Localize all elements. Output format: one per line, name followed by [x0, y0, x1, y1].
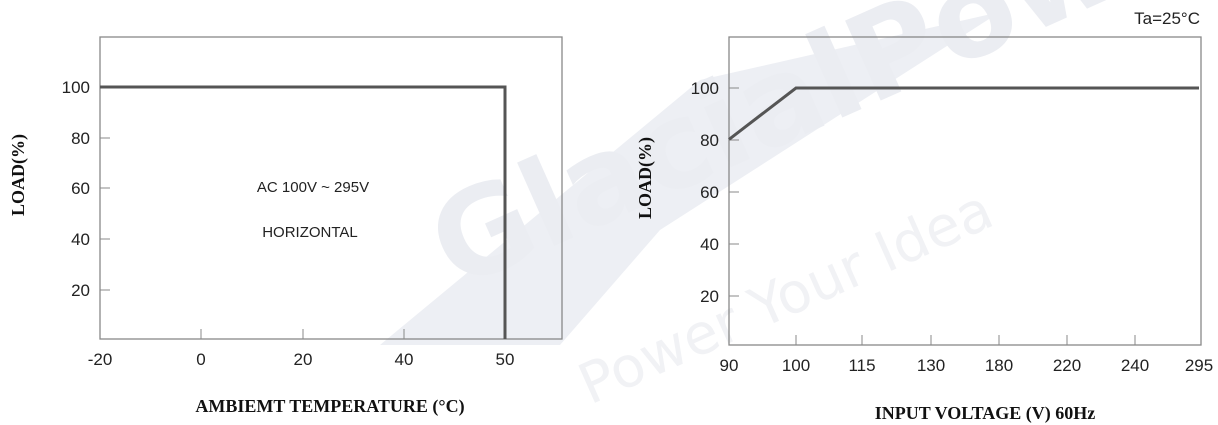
right-x-tick-label: 180: [985, 356, 1013, 375]
right-load-curve: [728, 86, 1199, 141]
left-y-axis: 20 40 60 80 100: [62, 78, 110, 300]
voltage-derating-chart: Ta=25°C 20 40 60 80 100 90 100 115 130 1: [635, 9, 1213, 424]
watermark-triangle-shape: [380, 12, 1000, 345]
left-x-tick-label: 40: [395, 350, 414, 369]
right-x-tick-label: 130: [917, 356, 945, 375]
right-x-axis-title: INPUT VOLTAGE (V) 60Hz: [875, 403, 1096, 424]
right-x-tick-label: 220: [1053, 356, 1081, 375]
right-x-tick-label: 90: [720, 356, 739, 375]
left-x-tick-label: -20: [88, 350, 113, 369]
left-x-tick-label: 0: [196, 350, 205, 369]
left-x-axis-title: AMBIEMT TEMPERATURE (°C): [195, 396, 464, 417]
right-y-tick-label: 60: [700, 183, 719, 202]
right-x-tick-label: 240: [1121, 356, 1149, 375]
ambient-condition-note: Ta=25°C: [1134, 9, 1200, 28]
right-x-tick-label: 295: [1185, 356, 1213, 375]
mounting-annotation: HORIZONTAL: [262, 224, 358, 241]
left-y-tick-label: 80: [71, 129, 90, 148]
left-y-tick-label: 40: [71, 230, 90, 249]
left-y-tick-label: 20: [71, 281, 90, 300]
left-x-tick-label: 50: [496, 350, 515, 369]
left-y-axis-title: LOAD(%): [8, 134, 29, 216]
right-y-axis: 20 40 60 80 100: [691, 79, 739, 306]
left-y-tick-label: 60: [71, 179, 90, 198]
left-load-curve: [100, 85, 507, 339]
right-y-tick-label: 40: [700, 235, 719, 254]
right-y-tick-label: 20: [700, 287, 719, 306]
temperature-derating-chart: 20 40 60 80 100 -20 0 20 40 50 AC 100V ~…: [8, 36, 563, 417]
right-y-axis-title: LOAD(%): [635, 137, 656, 219]
right-y-tick-label: 80: [700, 131, 719, 150]
left-x-tick-label: 20: [294, 350, 313, 369]
left-x-axis: -20 0 20 40 50: [88, 329, 515, 369]
left-y-tick-label: 100: [62, 78, 90, 97]
right-plot-frame: [728, 36, 1202, 346]
right-y-tick-label: 100: [691, 79, 719, 98]
right-x-tick-label: 115: [848, 356, 875, 375]
right-x-axis: 90 100 115 130 180 220 240 295: [720, 335, 1213, 375]
input-range-annotation: AC 100V ~ 295V: [257, 179, 369, 196]
right-x-tick-label: 100: [782, 356, 810, 375]
